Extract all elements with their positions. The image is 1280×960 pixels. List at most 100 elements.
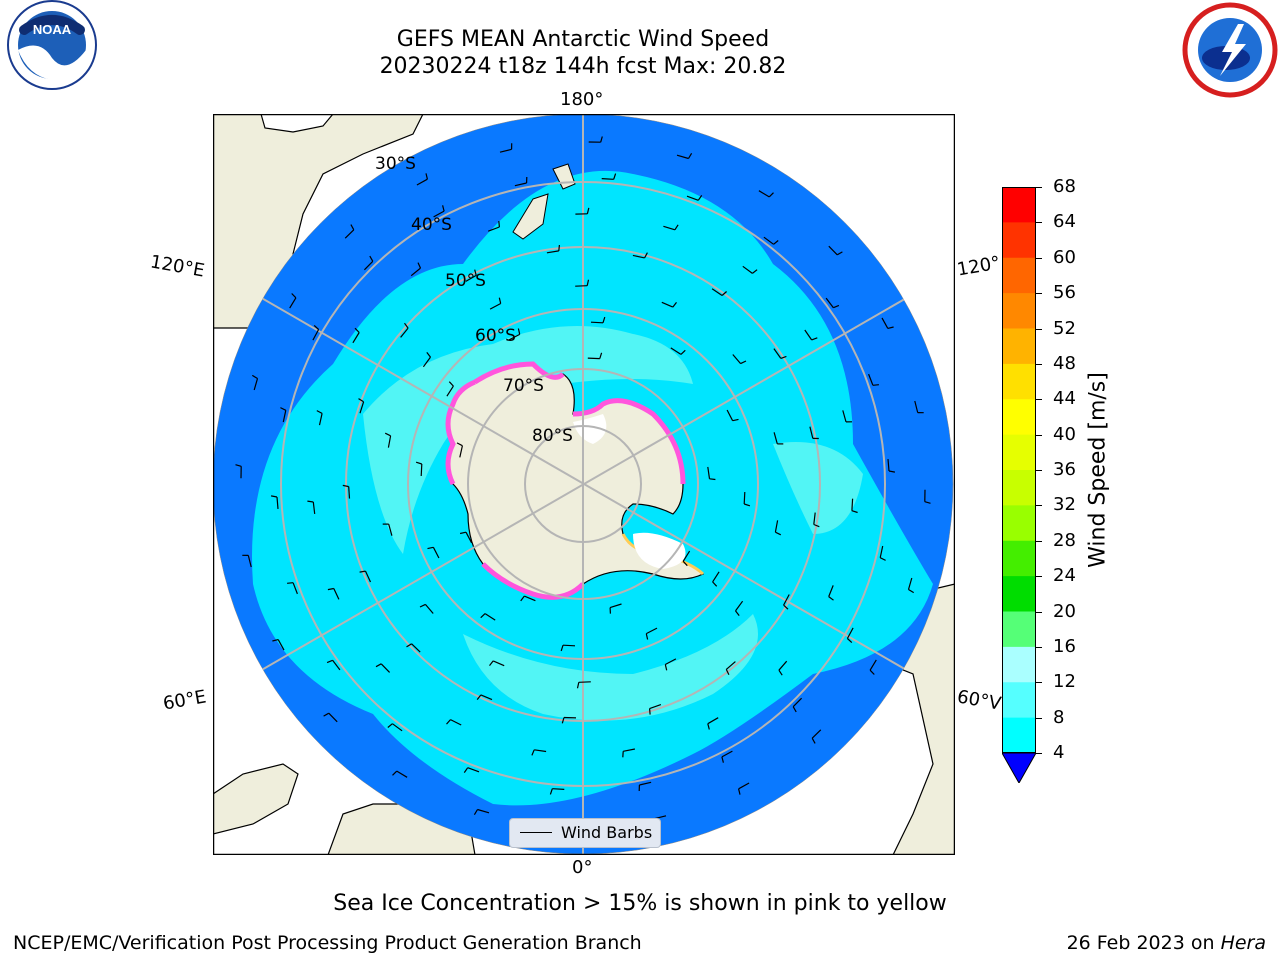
wind-barb-flag [740, 360, 747, 365]
wind-barb [432, 547, 440, 559]
wind-barb-flag [732, 418, 739, 422]
colorbar-tick-mark [1036, 434, 1042, 436]
wind-barb [587, 357, 600, 360]
wind-barb-flag [664, 664, 668, 671]
lat-label-30: 30°S [375, 154, 416, 174]
wind-barb-flag [851, 510, 858, 514]
wind-barb-flag [561, 717, 565, 724]
wind-barb-flag [404, 322, 409, 329]
wind-barb-flag [721, 291, 727, 296]
wind-barb [758, 190, 770, 198]
wind-barb [914, 400, 919, 413]
sea-ice-west [445, 379, 477, 486]
wind-barb-flag [531, 749, 535, 756]
wind-barb [420, 463, 423, 477]
wind-barb [721, 750, 733, 758]
wind-barb-flag [778, 669, 783, 676]
wind-barb-flag [644, 252, 648, 259]
wind-barb [742, 265, 753, 274]
wind-barb [446, 385, 454, 397]
wind-barb [869, 659, 877, 671]
wind-barb [387, 435, 392, 448]
wind-barb-flag [456, 442, 463, 447]
wind-barb [552, 788, 565, 790]
wind-barb [623, 748, 636, 752]
wind-barb [609, 603, 622, 609]
wind-barb-flag [235, 464, 242, 467]
colorbar-extend-triangle [1002, 752, 1036, 783]
colorbar-tick-mark [1036, 576, 1042, 578]
wind-barb [352, 332, 360, 344]
wind-barb [825, 297, 834, 309]
wind-barb [546, 250, 559, 254]
wind-barb-flag [828, 596, 834, 601]
lon-label-180: 180° [560, 89, 604, 110]
nws-logo [1182, 2, 1278, 98]
colorbar-tick-mark [1036, 257, 1042, 259]
colorbar-tick-label: 20 [1053, 600, 1076, 622]
wind-barb [846, 627, 854, 639]
wind-barb [364, 570, 372, 583]
wind-barb-flag [613, 173, 617, 180]
wind-barb [276, 496, 279, 509]
colorbar-tick-mark [1036, 646, 1042, 648]
wind-barb [774, 520, 779, 533]
wind-barb-flag [674, 224, 679, 231]
ice-shelf-weddell [633, 532, 686, 569]
colorbar-tick-label: 16 [1053, 635, 1076, 657]
colorbar-tick-label: 36 [1053, 459, 1076, 480]
wind-barb [649, 704, 662, 710]
colorbar-tick-label: 52 [1053, 317, 1076, 339]
wind-barb [707, 466, 711, 479]
wind-barb-flag [280, 407, 287, 411]
colorbar-tick-mark [1036, 293, 1042, 295]
map-frame [213, 114, 955, 855]
ice-shelf-ross [573, 414, 607, 444]
wind-barb-flag [392, 770, 398, 776]
wind-barb-flag [426, 352, 431, 358]
wind-barb-flag [738, 788, 741, 795]
wind-barb-flag [879, 557, 886, 561]
wind-barb-flag [313, 324, 320, 330]
wind-barb-flag [417, 262, 422, 269]
legend-label: Wind Barbs [561, 823, 653, 842]
wind-barb-flag [833, 304, 840, 309]
wind-barb [578, 681, 591, 683]
wind-barb [632, 254, 645, 259]
ocean-12-16-east [773, 442, 863, 534]
wind-barb [907, 577, 913, 590]
colorbar-segment [1002, 187, 1036, 223]
wind-barb [465, 274, 477, 282]
wind-barb [881, 317, 889, 329]
lon-label-60w: 60°V [955, 686, 1003, 715]
wind-barb [477, 808, 490, 814]
lat-label-50: 50°S [445, 271, 486, 291]
wind-barb-flag [811, 337, 818, 341]
wind-barb [879, 545, 884, 558]
wind-barb-flag [387, 723, 393, 728]
lat-label-60: 60°S [475, 326, 516, 346]
colorbar-tick-label: 56 [1053, 282, 1076, 304]
footer-host: Hera [1220, 932, 1266, 954]
wind-barb [465, 531, 473, 544]
wind-barb-flag [558, 244, 560, 251]
lon-label-120e: 120°E [148, 251, 207, 282]
wind-barb [670, 347, 682, 355]
wind-barb-flag [251, 374, 258, 380]
wind-barb-flag [783, 604, 789, 610]
wind-barb [459, 445, 463, 458]
colorbar-segment [1002, 576, 1036, 612]
wind-barb-flag [359, 570, 366, 573]
colorbar-tick-mark [1036, 717, 1042, 719]
wind-barb-flag [887, 326, 894, 329]
wind-barb [639, 781, 652, 786]
wind-barb [492, 660, 505, 667]
wind-barb-flag [869, 669, 875, 675]
wind-barb [773, 432, 778, 445]
wind-barb-flag [480, 613, 486, 619]
wind-barb-flag [316, 410, 323, 414]
colorbar-tick-label: 4 [1053, 742, 1065, 763]
wind-barb [328, 712, 338, 723]
wind-barb-flag [327, 587, 334, 591]
wind-barb-flag [307, 500, 314, 503]
